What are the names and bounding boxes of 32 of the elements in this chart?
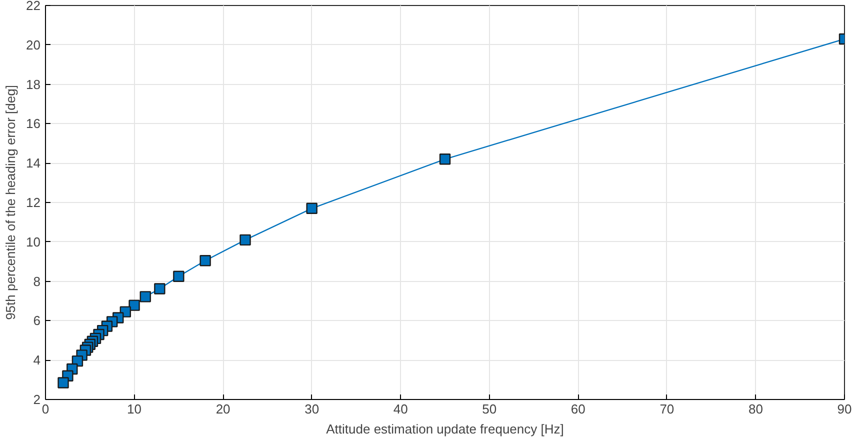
- y-tick-label: 22: [26, 0, 41, 13]
- point: [58, 377, 69, 388]
- y-tick-label: 12: [26, 195, 41, 210]
- point: [128, 300, 140, 311]
- y-tick-label: 8: [33, 274, 41, 289]
- x-axis-title: Attitude estimation update frequency [Hz]: [326, 422, 564, 436]
- y-tick-label: 18: [26, 76, 41, 92]
- point: [306, 202, 318, 214]
- y-tick-label: 16: [26, 116, 41, 132]
- x-tick-label: 0: [42, 402, 50, 416]
- point: [439, 154, 451, 165]
- x-tick-label: 40: [393, 402, 408, 416]
- x-tick-label: 20: [216, 402, 230, 416]
- x-tick-label: 90: [837, 402, 852, 416]
- x-tick-label: 80: [748, 402, 763, 416]
- point: [154, 283, 166, 294]
- y-tick-label: 4: [33, 352, 41, 368]
- y-axis-title: 95th percentile of the heading error [deg]: [3, 85, 18, 320]
- y-tick-label: 2: [33, 392, 41, 407]
- x-tick-label: 70: [660, 402, 674, 416]
- y-tick-label: 6: [33, 313, 41, 328]
- x-tick-label: 10: [127, 402, 142, 416]
- x-tick-label: 60: [570, 402, 586, 416]
- x-tick-label: 30: [304, 402, 320, 416]
- x-tick-label: 50: [482, 402, 497, 416]
- y-tick-label: 10: [26, 234, 41, 250]
- point: [173, 270, 184, 282]
- point: [200, 255, 211, 266]
- y-tick-label: 20: [26, 37, 41, 52]
- y-tick-label: 14: [26, 156, 41, 171]
- point: [240, 234, 251, 246]
- point: [140, 291, 151, 302]
